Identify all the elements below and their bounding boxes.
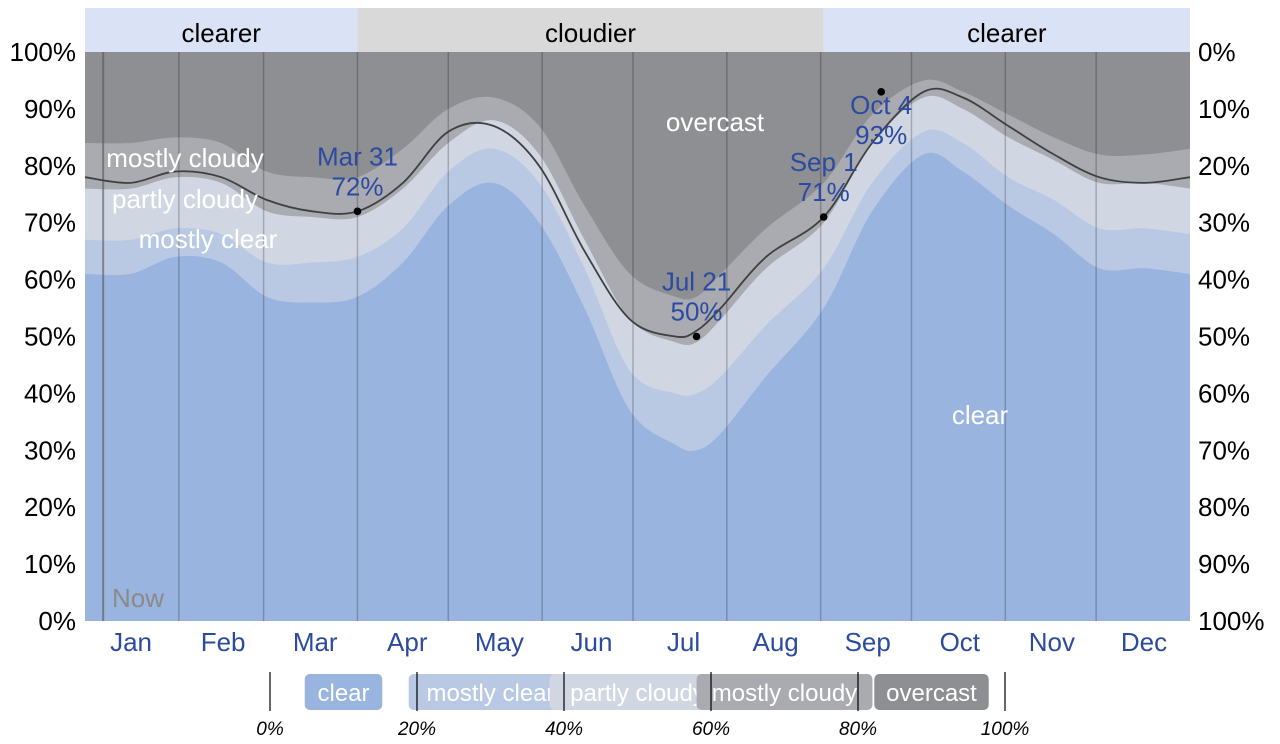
season-bands: clearer cloudier clearer <box>85 8 1190 52</box>
legend-label-1: mostly clear <box>426 680 554 707</box>
legend-swatch-2 <box>549 674 726 710</box>
month-label-feb: Feb <box>201 627 246 657</box>
legend-swatch-3 <box>696 674 873 710</box>
y-tick-right-9: 10% <box>1198 94 1250 124</box>
y-tick-right-10: 0% <box>1198 37 1236 67</box>
legend: clear mostly clear partly cloudy mostly clo… <box>256 672 1029 740</box>
y-tick-left-9: 90% <box>24 94 76 124</box>
annotation-value-2: 71% <box>798 177 850 207</box>
month-label-jan: Jan <box>110 627 152 657</box>
annotation-dot-2 <box>819 213 828 221</box>
annotation-dot-1 <box>692 332 701 341</box>
legend-label-3: mostly cloudy <box>712 680 857 707</box>
annotation-value-0: 72% <box>331 171 383 201</box>
legend-label-0: clear <box>317 680 369 707</box>
legend-tick-label-2: 40% <box>545 719 583 740</box>
legend-tick-label-4: 80% <box>839 719 877 740</box>
annotation-value-1: 50% <box>671 297 723 327</box>
y-tick-right-8: 20% <box>1198 151 1250 181</box>
y-tick-left-6: 60% <box>24 265 76 295</box>
month-label-nov: Nov <box>1029 627 1075 657</box>
legend-label-2: partly cloudy <box>570 680 705 707</box>
area-label-1: partly cloudy <box>112 184 258 214</box>
area-label-4: clear <box>952 400 1009 430</box>
y-tick-right-6: 40% <box>1198 265 1250 295</box>
area-labels: mostly cloudy partly cloudy mostly clear ov… <box>106 107 1008 613</box>
legend-swatch-1 <box>408 674 573 710</box>
month-label-oct: Oct <box>940 627 981 657</box>
y-tick-right-0: 100% <box>1198 606 1265 636</box>
month-gridlines <box>102 52 1097 621</box>
area-label-2: mostly clear <box>139 224 278 254</box>
y-tick-left-0: 0% <box>38 606 76 636</box>
annotation-date-0: Mar 31 <box>317 141 398 171</box>
annotation-dot-0 <box>353 207 362 216</box>
y-tick-right-1: 90% <box>1198 549 1250 579</box>
y-tick-left-10: 100% <box>10 37 77 67</box>
season-band-0 <box>85 8 358 52</box>
y-tick-left-2: 20% <box>24 492 76 522</box>
now-label: Now <box>112 583 164 613</box>
month-label-jun: Jun <box>570 627 612 657</box>
annotation-date-1: Jul 21 <box>662 267 731 297</box>
annotation-value-3: 93% <box>855 120 907 150</box>
y-tick-right-3: 70% <box>1198 435 1250 465</box>
y-tick-right-4: 60% <box>1198 378 1250 408</box>
legend-label-4: overcast <box>886 680 977 707</box>
y-tick-left-8: 80% <box>24 151 76 181</box>
threshold-line <box>84 87 1191 338</box>
area-label-0: mostly cloudy <box>106 143 264 173</box>
month-label-apr: Apr <box>387 627 428 657</box>
month-label-may: May <box>475 627 524 657</box>
y-tick-left-5: 50% <box>24 322 76 352</box>
month-label-jul: Jul <box>667 627 700 657</box>
month-label-mar: Mar <box>293 627 338 657</box>
y-tick-left-1: 10% <box>24 549 76 579</box>
area-label-3: overcast <box>666 107 765 137</box>
legend-tick-label-1: 20% <box>397 719 436 740</box>
annotation-dot-3 <box>877 88 886 96</box>
season-band-label-0: clearer <box>181 18 261 48</box>
axes: 0% 10% 20% 30% 40% 50% 60% 70% 80% 90% 100% 100% 90%… <box>10 37 1265 657</box>
annotation-date-2: Sep 1 <box>790 147 858 177</box>
season-band-1 <box>357 8 824 52</box>
season-band-label-1: cloudier <box>545 18 636 48</box>
y-tick-left-4: 40% <box>24 378 76 408</box>
month-label-sep: Sep <box>845 627 891 657</box>
y-tick-right-5: 50% <box>1198 322 1250 352</box>
legend-tick-label-3: 60% <box>692 719 730 740</box>
legend-tick-label-5: 100% <box>981 719 1030 740</box>
month-label-aug: Aug <box>752 627 798 657</box>
legend-swatch-4 <box>874 674 989 710</box>
y-tick-right-7: 30% <box>1198 208 1250 238</box>
season-band-label-2: clearer <box>967 18 1047 48</box>
cloud-areas <box>85 52 1190 622</box>
y-tick-left-7: 70% <box>24 208 76 238</box>
threshold-line-layer <box>84 87 1191 338</box>
month-label-dec: Dec <box>1121 627 1167 657</box>
y-tick-left-3: 30% <box>24 435 76 465</box>
clear-area <box>85 152 1190 621</box>
y-tick-right-2: 80% <box>1198 492 1250 522</box>
annotation-date-3: Oct 4 <box>850 90 912 120</box>
legend-tick-label-0: 0% <box>256 719 284 740</box>
legend-swatch-0 <box>304 674 383 710</box>
season-band-2 <box>823 8 1190 52</box>
